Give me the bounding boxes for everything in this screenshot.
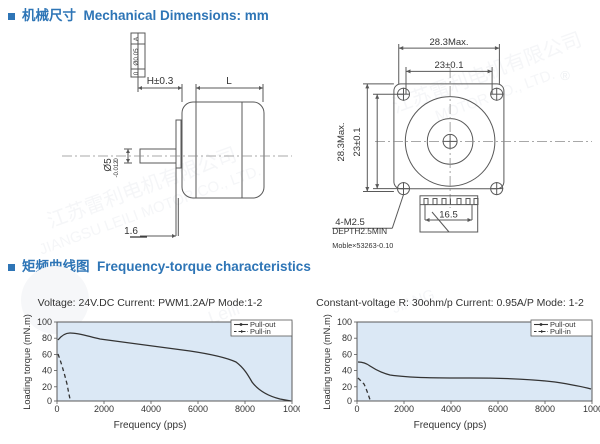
svg-text:6000: 6000 xyxy=(188,404,208,414)
svg-text:Frequency (pps): Frequency (pps) xyxy=(114,420,187,431)
svg-text:Loading torque (mN.m): Loading torque (mN.m) xyxy=(322,314,332,410)
svg-text:60: 60 xyxy=(42,349,52,359)
svg-text:8000: 8000 xyxy=(535,404,555,414)
svg-text:4000: 4000 xyxy=(141,404,161,414)
svg-text:Constant-voltage R: 30ohm/p Cu: Constant-voltage R: 30ohm/p Current: 0.9… xyxy=(316,297,584,309)
svg-text:100: 100 xyxy=(337,317,352,327)
svg-text:0: 0 xyxy=(347,396,352,406)
svg-text:60: 60 xyxy=(342,349,352,359)
svg-text:20: 20 xyxy=(342,382,352,392)
svg-text:2000: 2000 xyxy=(94,404,114,414)
svg-text:6000: 6000 xyxy=(488,404,508,414)
svg-text:80: 80 xyxy=(342,333,352,343)
svg-text:0: 0 xyxy=(47,396,52,406)
svg-text:8000: 8000 xyxy=(235,404,255,414)
svg-text:20: 20 xyxy=(42,382,52,392)
svg-text:Voltage: 24V.DC Current: PWM1.: Voltage: 24V.DC Current: PWM1.2A/P Mode:… xyxy=(38,297,263,309)
svg-text:Frequency (pps): Frequency (pps) xyxy=(414,420,487,431)
svg-text:40: 40 xyxy=(342,366,352,376)
svg-text:80: 80 xyxy=(42,333,52,343)
svg-text:2000: 2000 xyxy=(394,404,414,414)
svg-text:4000: 4000 xyxy=(441,404,461,414)
svg-text:0: 0 xyxy=(54,404,59,414)
svg-text:10000: 10000 xyxy=(283,404,300,414)
svg-text:Pull-in: Pull-in xyxy=(250,327,271,336)
svg-text:0: 0 xyxy=(354,404,359,414)
svg-text:10000: 10000 xyxy=(583,404,600,414)
svg-text:40: 40 xyxy=(42,366,52,376)
svg-text:Loading torque (mN.m): Loading torque (mN.m) xyxy=(22,314,32,410)
svg-text:Pull-in: Pull-in xyxy=(550,327,571,336)
svg-text:100: 100 xyxy=(37,317,52,327)
